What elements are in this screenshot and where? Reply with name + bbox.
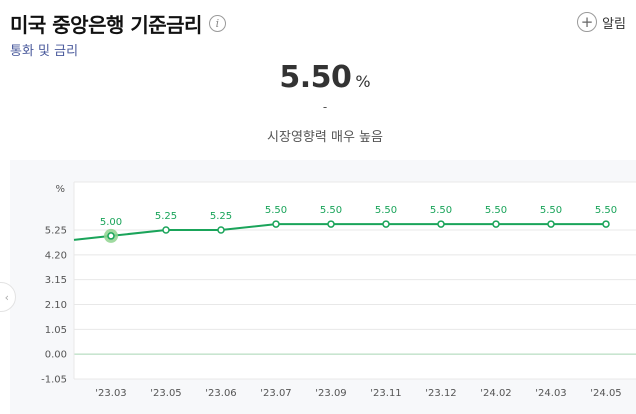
data-label: 5.00 bbox=[100, 217, 122, 228]
data-point bbox=[602, 220, 610, 228]
data-point bbox=[547, 220, 555, 228]
data-label: 5.25 bbox=[155, 211, 177, 222]
x-tick-label: '23.07 bbox=[260, 388, 291, 399]
data-label: 5.50 bbox=[320, 205, 342, 216]
x-tick-label: '24.05 bbox=[590, 388, 621, 399]
data-point bbox=[437, 220, 445, 228]
y-tick-label: 5.25 bbox=[45, 226, 67, 237]
y-unit-label: % bbox=[55, 184, 65, 195]
market-impact: 시장영향력 매우 높음 bbox=[267, 130, 383, 145]
alert-button[interactable]: + 알림 bbox=[577, 12, 626, 32]
y-tick-label: 3.15 bbox=[45, 275, 67, 286]
x-tick-label: '23.06 bbox=[205, 388, 236, 399]
data-label: 5.50 bbox=[265, 205, 287, 216]
data-point bbox=[327, 220, 335, 228]
y-tick-label: 1.05 bbox=[45, 325, 67, 336]
data-point bbox=[107, 232, 115, 240]
info-icon[interactable]: i bbox=[208, 14, 226, 32]
plus-icon: + bbox=[577, 12, 598, 32]
x-tick-label: '24.03 bbox=[535, 388, 566, 399]
data-point bbox=[492, 220, 500, 228]
y-tick-label: 2.10 bbox=[45, 300, 67, 311]
data-label: 5.25 bbox=[210, 211, 232, 222]
chevron-left-icon: ‹ bbox=[4, 290, 9, 304]
x-tick-label: '23.05 bbox=[150, 388, 181, 399]
data-label: 5.50 bbox=[540, 205, 562, 216]
data-label: 5.50 bbox=[485, 205, 507, 216]
data-label: 5.50 bbox=[595, 205, 617, 216]
category-link[interactable]: 통화 및 금리 bbox=[10, 44, 79, 59]
y-tick-label: 0.00 bbox=[45, 350, 67, 361]
data-point bbox=[217, 226, 225, 234]
data-point bbox=[382, 220, 390, 228]
x-tick-label: '23.12 bbox=[425, 388, 456, 399]
x-tick-label: '23.11 bbox=[370, 388, 401, 399]
y-tick-label: 4.20 bbox=[45, 250, 67, 261]
rate-unit: % bbox=[355, 72, 371, 91]
alert-label: 알림 bbox=[602, 16, 626, 32]
x-tick-label: '23.09 bbox=[315, 388, 346, 399]
rate-change: - bbox=[322, 100, 328, 114]
title-row: 미국 중앙은행 기준금리 i bbox=[10, 8, 226, 38]
rate-chart: % 5.25 4.20 3.15 2.10 1.05 0.00 -1.05 '23.03 '23.… bbox=[41, 181, 636, 399]
y-tick-label: -1.05 bbox=[41, 375, 67, 386]
page-title: 미국 중앙은행 기준금리 bbox=[10, 12, 202, 37]
plot-area bbox=[74, 182, 636, 379]
data-label: 5.50 bbox=[430, 205, 452, 216]
data-point bbox=[162, 226, 170, 234]
data-point bbox=[272, 220, 280, 228]
chart-panel: % 5.25 4.20 3.15 2.10 1.05 0.00 -1.05 '23.03 '23.… bbox=[10, 160, 636, 414]
current-value: 5.50% bbox=[0, 60, 636, 95]
rate-value: 5.50 bbox=[279, 60, 352, 95]
x-tick-label: '24.02 bbox=[480, 388, 511, 399]
data-label: 5.50 bbox=[375, 205, 397, 216]
x-tick-label: '23.03 bbox=[95, 388, 126, 399]
